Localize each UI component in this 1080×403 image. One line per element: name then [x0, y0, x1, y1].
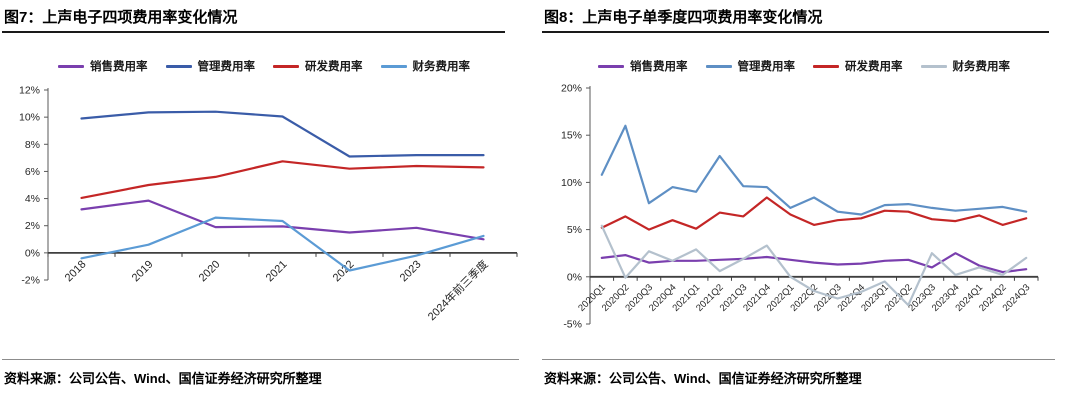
svg-text:2020: 2020: [197, 258, 223, 284]
line-swatch-icon: [813, 64, 839, 68]
x-axis-labels: 2020Q12020Q22020Q32020Q42021Q12021Q22021…: [576, 282, 1032, 314]
fig8-series-0-line: [600, 252, 1028, 274]
figure7-legend-item-admin: 管理费用率: [165, 58, 256, 74]
y-axis-labels: -5% 0% 5% 10% 15% 20%: [561, 83, 582, 331]
line-swatch-icon: [705, 64, 732, 68]
figure8-source-rule: [542, 359, 1055, 360]
svg-text:20%: 20%: [561, 83, 582, 95]
legend-label: 管理费用率: [737, 61, 796, 73]
figure8-legend-item-finance: 财务费用率: [920, 58, 1011, 74]
line-swatch-icon: [165, 64, 192, 68]
figure7-chart: -2%0%2%4%6%8%10%12%2018 2019 2020 2021 2022 2…: [19, 85, 518, 323]
svg-text:5%: 5%: [567, 224, 582, 236]
figure7-legend: 销售费用率 管理费用率 研发费用率 财务费用率: [0, 58, 528, 74]
line-swatch-icon: [920, 64, 947, 68]
svg-text:10%: 10%: [561, 177, 582, 189]
fig7-series-3-line: [80, 216, 485, 272]
figure7-panel: 图7：上声电子四项费用率变化情况 销售费用率 管理费用率 研发费用率 财务费用率…: [0, 9, 528, 386]
figure8-chart: -5% 0% 5% 10% 15% 20% 2020Q12020Q22020Q32020Q4…: [561, 83, 1039, 331]
legend-label: 研发费用率: [305, 61, 363, 73]
figure8-panel: 图8：上声电子单季度四项费用率变化情况 销售费用率 管理费用率 研发费用率 财务…: [540, 0, 1080, 403]
figure8-legend: 销售费用率 管理费用率 研发费用率 财务费用率: [540, 58, 1068, 74]
svg-text:8%: 8%: [25, 139, 40, 151]
svg-text:2018: 2018: [63, 258, 89, 284]
figure8-legend-item-rd: 研发费用率: [813, 58, 903, 74]
x-axis: [589, 275, 1039, 281]
svg-text:2022: 2022: [331, 258, 357, 284]
figure7-legend-item-sales: 销售费用率: [58, 58, 148, 74]
fig7-series-2-line: [80, 160, 485, 200]
figure8-legend-item-admin: 管理费用率: [705, 58, 796, 74]
x-axis: [47, 251, 518, 257]
y-axis: [586, 86, 591, 325]
svg-text:4%: 4%: [25, 193, 40, 205]
line-swatch-icon: [58, 64, 84, 68]
figure8-title: 图8：上声电子单季度四项费用率变化情况: [544, 9, 823, 26]
line-swatch-icon: [598, 64, 624, 68]
svg-text:15%: 15%: [561, 130, 582, 142]
legend-label: 财务费用率: [412, 61, 471, 73]
figure7-legend-item-rd: 研发费用率: [273, 58, 363, 74]
fig8-series-2-line: [600, 196, 1028, 231]
figure7-title: 图7：上声电子四项费用率变化情况: [4, 9, 238, 26]
svg-text:2019: 2019: [130, 258, 156, 284]
x-axis-labels: 2018 2019 2020 2021 2022 2023 2024年前三季度: [63, 257, 491, 323]
svg-text:10%: 10%: [19, 112, 40, 124]
y-axis: [44, 88, 49, 281]
svg-text:2021: 2021: [264, 258, 290, 284]
legend-label: 销售费用率: [90, 61, 148, 73]
fig8-series-1-line: [600, 124, 1028, 216]
line-swatch-icon: [273, 64, 299, 68]
figure7-source: 资料来源：公司公告、Wind、国信证券经济研究所整理: [4, 371, 322, 386]
svg-text:2%: 2%: [25, 220, 40, 232]
figure8-legend-item-sales: 销售费用率: [598, 58, 688, 74]
legend-label: 销售费用率: [630, 61, 688, 73]
fig7-series-1-line: [80, 110, 485, 158]
svg-text:0%: 0%: [25, 247, 40, 259]
legend-label: 研发费用率: [845, 61, 903, 73]
svg-text:6%: 6%: [25, 166, 40, 178]
figure7-legend-item-finance: 财务费用率: [380, 58, 471, 74]
figure8-source: 资料来源：公司公告、Wind、国信证券经济研究所整理: [544, 371, 862, 386]
fig7-series-0-line: [80, 199, 485, 241]
legend-label: 财务费用率: [952, 61, 1011, 73]
figure8-title-rule: [542, 31, 1049, 33]
figure7-title-rule: [2, 31, 505, 33]
svg-text:2023: 2023: [398, 258, 424, 284]
svg-text:2024年前三季度: 2024年前三季度: [425, 257, 491, 323]
svg-text:-5%: -5%: [563, 319, 582, 331]
svg-text:-2%: -2%: [21, 275, 40, 287]
svg-text:0%: 0%: [567, 271, 582, 283]
line-swatch-icon: [380, 64, 407, 68]
fig8-series-3-line: [600, 224, 1028, 307]
figure7-source-rule: [2, 359, 519, 360]
y-axis-labels: -2% 0% 2% 4% 6% 8% 10% 12%: [19, 85, 40, 287]
legend-label: 管理费用率: [197, 61, 256, 73]
svg-text:12%: 12%: [19, 85, 40, 97]
